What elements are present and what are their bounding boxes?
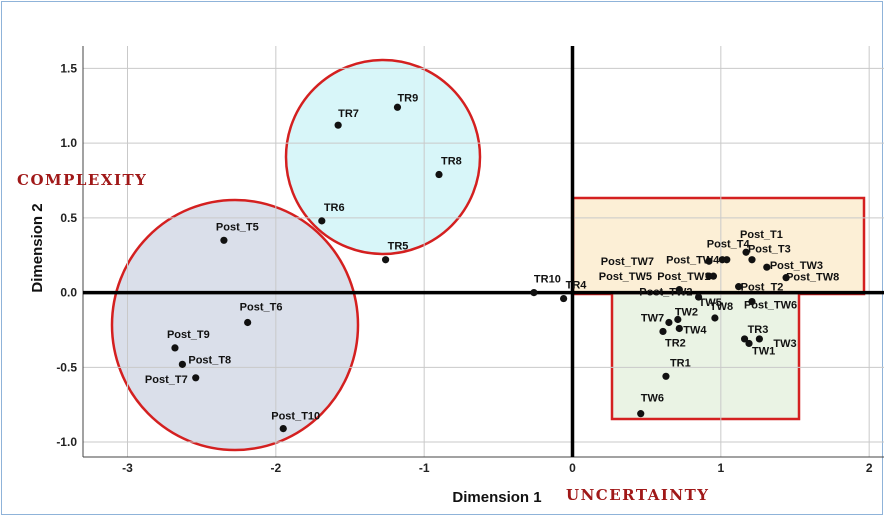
data-point	[560, 294, 568, 303]
data-point	[279, 425, 287, 433]
y-axis-title: Dimension 2	[29, 203, 46, 292]
point-label: TW8	[710, 301, 733, 313]
data-point	[637, 410, 645, 418]
x-tick-label: 1	[717, 461, 724, 475]
point-label: Post_T1	[740, 229, 783, 241]
point-label: TR4	[566, 280, 588, 292]
data-point	[674, 315, 682, 324]
point-label: Post_T6	[240, 301, 283, 313]
y-tick-label: 0.5	[60, 211, 77, 225]
axes-layer	[82, 46, 884, 458]
tick-labels-layer: -3 -2 -1 0 1 2 1.5 1.0 0.5 0.0 -0.5 -1.0	[56, 61, 873, 475]
point-label: Post_TW7	[601, 256, 654, 268]
point-label: Post_T8	[188, 354, 231, 366]
point-labels-layer: TR9 TR7 TR8 TR6 TR5 Post_T5 Post_T6 Post_T9 Post…	[145, 92, 839, 422]
x-annotation-uncertainty: UNCERTAINTY	[566, 486, 709, 504]
point-label: TR3	[748, 324, 769, 336]
data-point	[382, 256, 390, 264]
data-point	[755, 335, 764, 343]
point-label: TW6	[641, 393, 664, 405]
data-point	[745, 339, 753, 348]
point-label: TR7	[338, 108, 359, 120]
point-label: TW1	[752, 345, 775, 357]
highlight-shapes-layer	[110, 58, 866, 452]
data-point	[718, 256, 726, 264]
data-point	[748, 256, 756, 264]
data-point	[763, 263, 771, 271]
data-point	[694, 293, 703, 301]
grid-layer	[83, 46, 884, 457]
cluster-circle-tr	[284, 58, 482, 256]
point-label: Post_T2	[741, 282, 784, 294]
data-point	[711, 314, 719, 322]
point-label: TW3	[773, 338, 796, 350]
point-label: TR9	[397, 92, 418, 104]
data-point	[665, 318, 673, 327]
point-label: TR5	[388, 241, 409, 253]
y-tick-label: 0.0	[60, 286, 77, 300]
y-tick-label: -0.5	[56, 360, 77, 374]
data-point	[334, 121, 342, 129]
x-tick-label: 0	[569, 461, 576, 475]
data-point	[782, 274, 790, 282]
data-point	[178, 360, 186, 368]
point-label: TW2	[675, 307, 698, 319]
point-label: TR2	[665, 337, 686, 349]
data-point	[740, 335, 749, 343]
point-label: Post_TW6	[744, 300, 797, 312]
point-label: Post_TW3	[770, 260, 823, 272]
data-point	[709, 272, 718, 280]
point-label: Post_T9	[167, 329, 210, 341]
point-label: Post_TW2	[639, 287, 692, 299]
data-point	[748, 297, 756, 306]
data-point	[244, 318, 252, 327]
x-tick-label: -3	[122, 461, 133, 475]
point-label: Post_TW8	[786, 272, 839, 284]
cluster-rect-post-tw	[571, 196, 866, 296]
point-label: Post_TW1	[657, 271, 710, 283]
point-label: Post_TW4	[666, 255, 720, 267]
y-tick-label: 1.0	[60, 136, 77, 150]
y-tick-label: 1.5	[60, 61, 77, 75]
point-label: TW5	[699, 297, 722, 309]
data-point	[171, 344, 179, 352]
x-tick-label: -1	[419, 461, 430, 475]
data-point	[530, 289, 538, 297]
point-label: Post_T4	[707, 239, 751, 251]
y-annotation-complexity: COMPLEXITY	[17, 171, 147, 189]
point-label: TR8	[441, 156, 462, 168]
point-label: Post_T5	[216, 221, 259, 233]
data-point	[675, 286, 683, 294]
data-point	[220, 236, 228, 244]
data-point	[393, 103, 402, 111]
point-label: TW4	[683, 324, 707, 336]
point-label: TW7	[641, 312, 664, 324]
x-tick-label: 2	[866, 461, 873, 475]
point-label: Post_T3	[748, 244, 791, 256]
data-point	[659, 327, 667, 336]
point-label: TR1	[670, 357, 691, 369]
cluster-circle-post-t	[110, 198, 360, 452]
point-label: Post_T10	[271, 411, 320, 423]
cluster-rect-tw	[610, 291, 801, 421]
points-layer	[171, 103, 790, 433]
data-point	[192, 374, 200, 382]
point-label: TR10	[534, 274, 561, 286]
y-tick-label: -1.0	[56, 435, 77, 449]
data-point	[318, 217, 326, 225]
x-axis-title: Dimension 1	[452, 489, 541, 506]
data-point	[742, 248, 750, 256]
data-point	[662, 372, 670, 380]
data-point	[705, 257, 713, 265]
point-label: TR6	[324, 202, 345, 214]
data-point	[735, 283, 743, 291]
x-tick-label: -2	[270, 461, 281, 475]
point-label: Post_TW5	[599, 271, 652, 283]
data-point	[435, 170, 443, 179]
data-point	[675, 324, 683, 333]
point-label: Post_T7	[145, 374, 188, 386]
